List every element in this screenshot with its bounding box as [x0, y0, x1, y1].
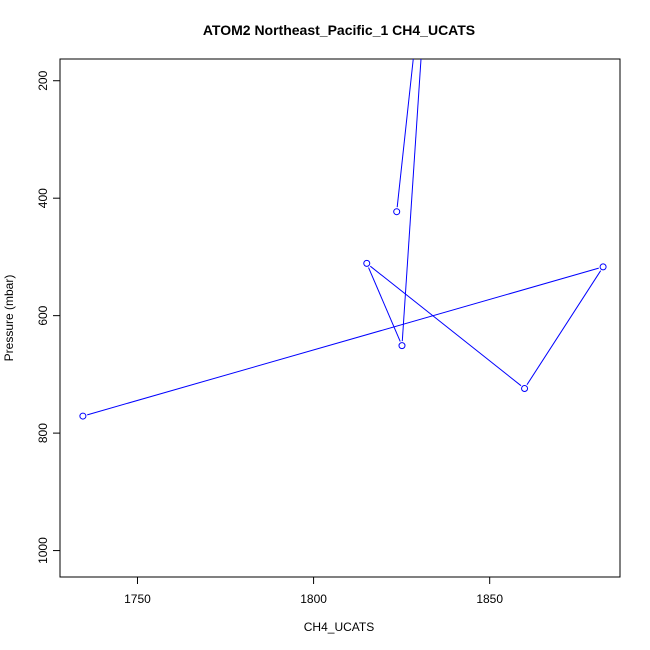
- y-axis-label: Pressure (mbar): [2, 275, 16, 362]
- series-1-segment: [401, 59, 422, 342]
- data-point: [398, 342, 406, 350]
- series-1-segment: [526, 270, 602, 385]
- y-tick-label: 800: [36, 423, 50, 443]
- y-tick-label: 400: [36, 188, 50, 208]
- x-tick-label: 1750: [124, 592, 151, 606]
- series-2-segment: [396, 59, 414, 208]
- y-tick-label: 200: [36, 70, 50, 90]
- series-1-segment: [368, 267, 401, 342]
- series-layer: [87, 59, 602, 416]
- data-point: [79, 412, 87, 420]
- y-tick-label: 600: [36, 305, 50, 325]
- y-tick-label: 1000: [36, 537, 50, 564]
- marker-layer: [79, 208, 607, 420]
- data-point: [393, 208, 401, 216]
- x-axis: 1750 1800 1850: [124, 576, 503, 606]
- y-axis: 200 400 600 800 1000: [36, 70, 61, 564]
- series-1-segment: [87, 267, 599, 416]
- data-point: [599, 263, 607, 271]
- x-tick-label: 1850: [476, 592, 503, 606]
- series-1-segment: [369, 265, 522, 387]
- x-axis-label: CH4_UCATS: [304, 620, 374, 634]
- chart-title: ATOM2 Northeast_Pacific_1 CH4_UCATS: [203, 22, 475, 38]
- data-point: [363, 259, 371, 267]
- plot-frame: [59, 58, 621, 578]
- x-tick-label: 1800: [300, 592, 327, 606]
- data-point: [521, 384, 529, 392]
